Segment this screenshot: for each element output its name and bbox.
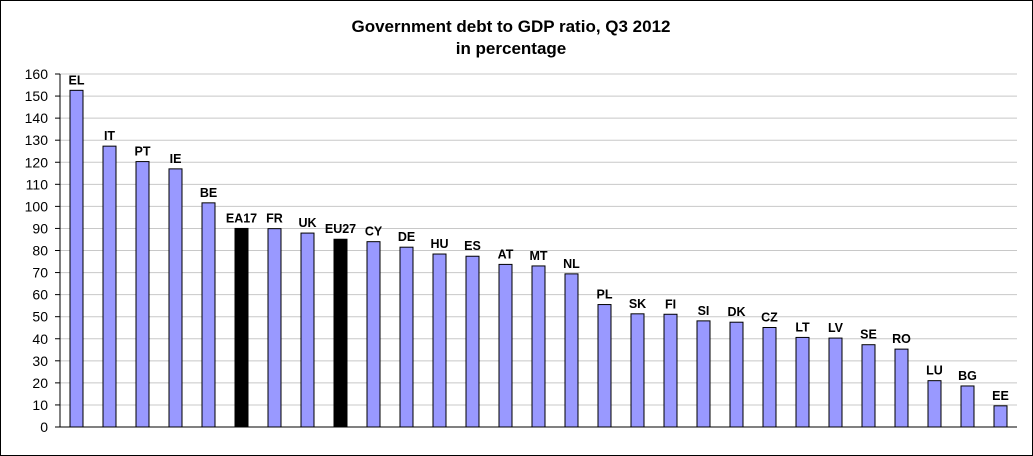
y-tick-label: 100	[25, 198, 49, 214]
bar-label-ee: EE	[992, 389, 1009, 403]
bar-be	[201, 202, 216, 428]
y-tick-label: 20	[32, 375, 48, 391]
bar-label-eu27: EU27	[325, 222, 356, 236]
bar-label-si: SI	[698, 304, 710, 318]
y-tick-label: 140	[25, 110, 49, 126]
y-tick-label: 0	[40, 419, 48, 435]
bar-label-lu: LU	[926, 364, 943, 378]
bar-label-mt: MT	[529, 249, 547, 263]
bar-ee	[993, 405, 1008, 428]
y-tick-label: 40	[32, 331, 48, 347]
bar-label-dk: DK	[727, 305, 745, 319]
bar-es	[465, 255, 480, 428]
bar-label-pt: PT	[135, 145, 151, 159]
bar-label-at: AT	[498, 247, 514, 261]
bar-ro	[894, 348, 909, 428]
bar-label-it: IT	[104, 129, 115, 143]
bar-si	[696, 320, 711, 428]
bar-fi	[663, 313, 678, 428]
bar-bg	[960, 385, 975, 428]
bar-label-nl: NL	[563, 257, 580, 271]
bar-uk	[300, 232, 315, 428]
y-tick-label: 10	[32, 397, 48, 413]
bar-label-se: SE	[860, 328, 877, 342]
y-tick-label: 110	[26, 176, 49, 192]
bar-label-bg: BG	[958, 369, 977, 383]
chart-subtitle: in percentage	[456, 39, 567, 58]
y-tick-label: 50	[32, 309, 48, 325]
chart-title: Government debt to GDP ratio, Q3 2012	[352, 17, 671, 36]
y-tick-label: 120	[25, 154, 49, 170]
bar-pl	[597, 304, 612, 428]
y-tick-label: 160	[25, 66, 49, 82]
bar-lv	[828, 337, 843, 428]
bar-label-sk: SK	[629, 297, 646, 311]
bar-at	[498, 263, 513, 428]
bar-cy	[366, 241, 381, 428]
bar-label-lt: LT	[795, 320, 810, 334]
bar-pt	[135, 161, 150, 428]
bar-cz	[762, 326, 777, 428]
bar-nl	[564, 273, 579, 428]
bar-lt	[795, 336, 810, 428]
bar-label-hu: HU	[430, 237, 448, 251]
bar-lu	[927, 380, 942, 428]
bar-de	[399, 246, 414, 428]
bar-label-lv: LV	[828, 321, 844, 335]
y-tick-label: 30	[32, 353, 48, 369]
bar-dk	[729, 321, 744, 428]
y-tick-label: 80	[32, 243, 48, 259]
bar-sk	[630, 313, 645, 428]
bar-label-ea17: EA17	[226, 211, 257, 225]
bar-label-fr: FR	[266, 212, 283, 226]
bar-label-el: EL	[69, 73, 85, 87]
bar-ie	[168, 168, 183, 428]
bar-label-es: ES	[464, 239, 481, 253]
bar-eu27	[333, 238, 348, 428]
bar-label-ie: IE	[170, 152, 182, 166]
y-tick-label: 130	[25, 132, 49, 148]
bar-se	[861, 344, 876, 428]
bar-label-fi: FI	[665, 297, 676, 311]
bar-label-de: DE	[398, 230, 415, 244]
bar-fr	[267, 228, 282, 428]
bar-it	[102, 145, 117, 428]
bar-hu	[432, 253, 447, 428]
bar-ea17	[234, 227, 249, 428]
y-tick-label: 60	[32, 287, 48, 303]
bar-el	[69, 89, 84, 428]
data-labels: EL IT PT IE BE EA17 FR UK EU27 CY DE HU ES AT MT NL PL SK…	[69, 73, 1009, 402]
bar-label-uk: UK	[298, 216, 316, 230]
y-axis: 0 10 20 30 40 50 60 70 80 90 100 110 120 130 140 150 160	[25, 66, 1017, 435]
bar-label-cz: CZ	[761, 310, 778, 324]
bars	[69, 89, 1008, 428]
bar-label-cy: CY	[365, 225, 383, 239]
bar-label-pl: PL	[597, 288, 613, 302]
bar-label-ro: RO	[892, 332, 911, 346]
bar-label-be: BE	[200, 186, 217, 200]
y-tick-label: 70	[32, 265, 48, 281]
bar-mt	[531, 265, 546, 428]
y-tick-label: 90	[32, 220, 48, 236]
y-tick-label: 150	[25, 88, 49, 104]
